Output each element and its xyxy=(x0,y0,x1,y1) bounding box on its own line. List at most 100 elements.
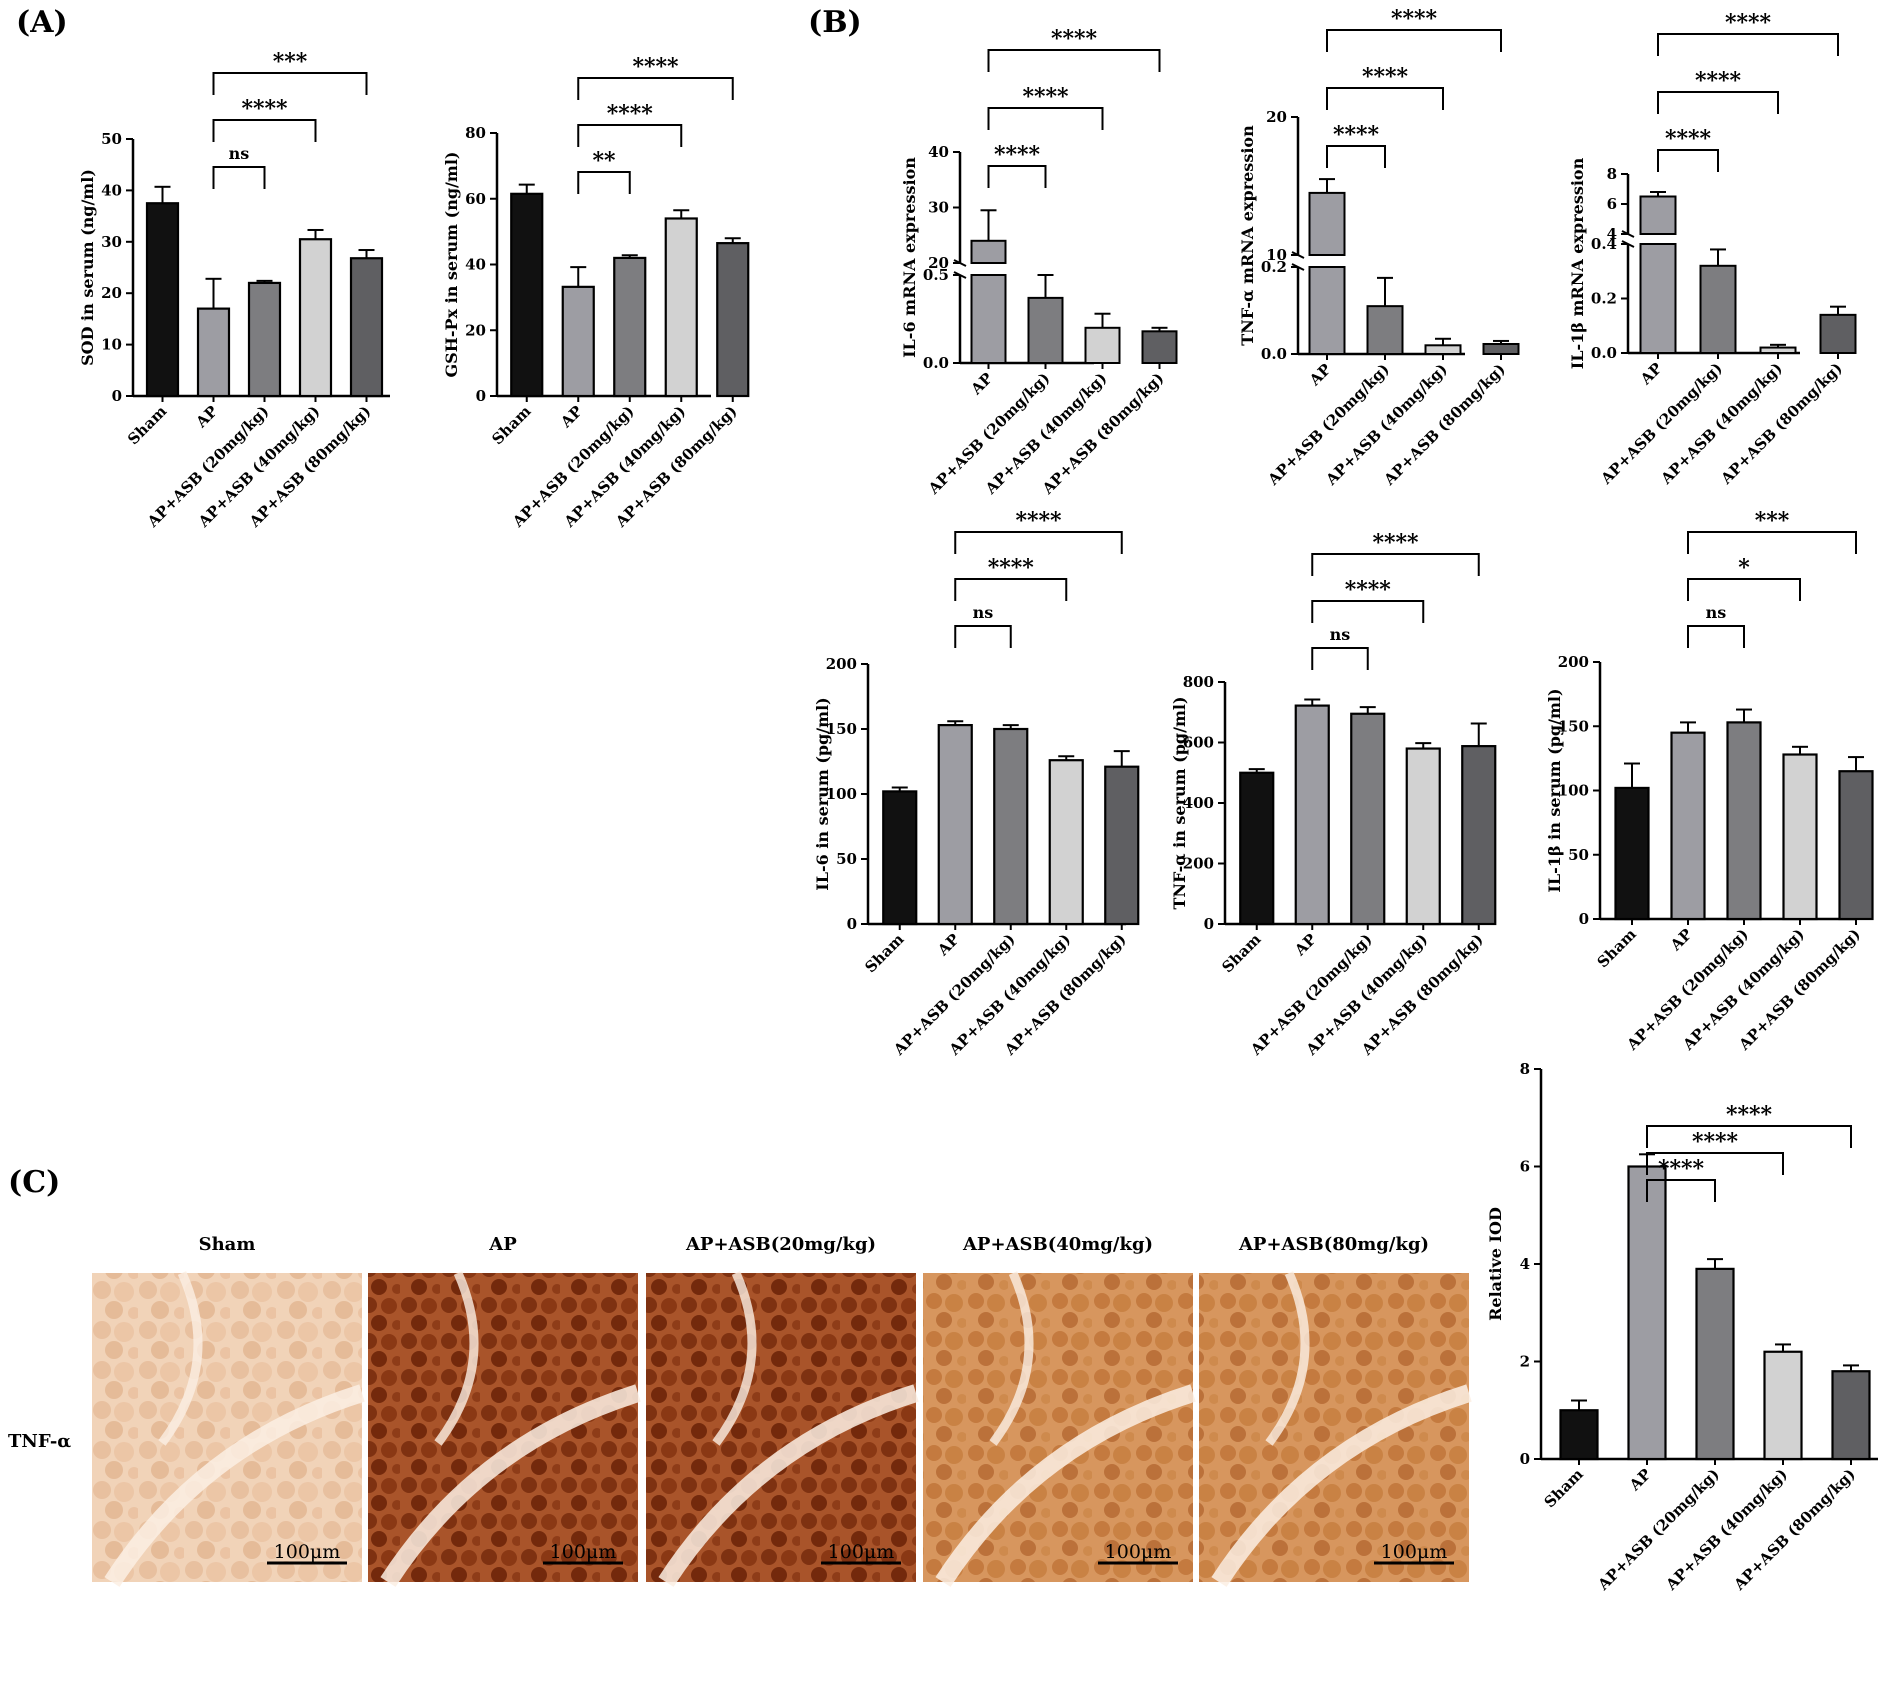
y-tick-label: 50 xyxy=(1568,846,1589,864)
significance-bracket xyxy=(577,171,631,194)
x-tick-label: Sham xyxy=(1218,930,1264,976)
bar xyxy=(1104,765,1140,926)
x-tick-label: AP+ASB (20mg/kg) xyxy=(1597,359,1726,488)
histology-image: 100μm xyxy=(923,1271,1196,1587)
connective-tissue xyxy=(434,1271,479,1446)
x-tick-label: AP+ASB (40mg/kg) xyxy=(1662,1465,1791,1594)
connective-tissue xyxy=(989,1271,1034,1446)
y-axis-label: IL-6 mRNA expression xyxy=(900,157,919,358)
connective-tissue xyxy=(935,1384,1196,1587)
x-tick-label: Sham xyxy=(861,930,907,976)
bar xyxy=(1350,712,1386,926)
bar xyxy=(298,238,333,398)
y-tick-label: 20 xyxy=(101,284,122,302)
significance-label: ns xyxy=(1330,625,1351,644)
bar xyxy=(1405,747,1441,926)
scale-bar-label: 100μm xyxy=(550,1541,617,1563)
significance-bracket xyxy=(1646,1125,1852,1148)
significance-bracket xyxy=(954,578,1068,601)
y-axis-label: SOD in serum (ng/ml) xyxy=(78,169,97,366)
x-tick-label: AP+ASB (80mg/kg) xyxy=(1730,1465,1859,1594)
tnf-mrna-chart: 0.0 0.210 20 TNF-α mRNA expression AP AP+ASB … xyxy=(1238,6,1520,489)
x-tick-label: AP xyxy=(1666,925,1696,955)
significance-label: *** xyxy=(273,49,308,75)
y-tick-label: 600 xyxy=(1183,734,1214,752)
tissue-texture xyxy=(923,1273,1193,1582)
bar xyxy=(1670,731,1706,921)
histology-image: 100μm xyxy=(646,1271,919,1587)
significance-bracket xyxy=(987,107,1104,130)
tissue-texture xyxy=(1199,1273,1469,1582)
significance-label: **** xyxy=(1695,68,1742,94)
significance-label: **** xyxy=(1391,6,1438,32)
bar xyxy=(1838,770,1874,921)
y-tick-label: 8 xyxy=(1607,165,1617,183)
x-tick-label: AP xyxy=(1625,1465,1655,1495)
y-axis-label: IL-1β mRNA expression xyxy=(1568,157,1587,369)
bar xyxy=(196,307,231,398)
y-tick-label: 2 xyxy=(1520,1353,1530,1371)
x-tick-label: Sham xyxy=(1541,1465,1587,1511)
x-tick-label: Sham xyxy=(124,402,170,448)
significance-label: **** xyxy=(1372,530,1419,556)
connective-tissue xyxy=(380,1384,641,1587)
scale-bar-label: 100μm xyxy=(274,1541,341,1563)
tissue-texture xyxy=(368,1273,638,1582)
bar xyxy=(1461,745,1497,926)
significance-bracket xyxy=(1687,578,1801,601)
bar xyxy=(1424,344,1462,355)
bar xyxy=(1726,721,1762,921)
connective-tissue xyxy=(104,1384,365,1587)
bar xyxy=(510,192,544,398)
significance-label: **** xyxy=(1726,1102,1773,1128)
bar xyxy=(247,281,282,398)
y-tick-label: 100 xyxy=(826,785,857,803)
y-tick-label: 10 xyxy=(1266,246,1287,264)
histology-title: AP+ASB(20mg/kg) xyxy=(685,1234,876,1255)
bar xyxy=(1294,704,1330,926)
significance-bracket xyxy=(1326,145,1386,168)
y-tick-label: 0 xyxy=(1579,910,1589,928)
significance-label: ** xyxy=(592,148,616,174)
significance-bracket xyxy=(577,77,734,100)
significance-bracket xyxy=(1326,87,1444,110)
significance-bracket xyxy=(1657,91,1779,114)
histology-title: AP xyxy=(488,1234,517,1255)
y-tick-label: 80 xyxy=(465,124,486,142)
significance-bracket xyxy=(212,119,317,142)
tissue-texture xyxy=(646,1273,916,1582)
y-tick-label: 0.5 xyxy=(923,266,949,284)
bar xyxy=(145,202,180,398)
x-tick-label: Sham xyxy=(488,402,534,448)
x-tick-label: AP+ASB (80mg/kg) xyxy=(1717,359,1846,488)
x-tick-label: AP xyxy=(1290,930,1320,960)
y-axis-label: IL-6 in serum (pg/ml) xyxy=(813,697,832,890)
bar xyxy=(1695,1267,1735,1461)
x-tick-label: AP+ASB (20mg/kg) xyxy=(1594,1465,1723,1594)
bar xyxy=(937,723,973,926)
y-tick-label: 4 xyxy=(1607,225,1617,243)
y-tick-label: 4 xyxy=(1520,1255,1530,1273)
bar xyxy=(1819,313,1857,355)
bar xyxy=(716,242,750,398)
bar xyxy=(1482,342,1520,355)
y-tick-label: 40 xyxy=(928,143,949,161)
significance-label: *** xyxy=(1755,508,1790,534)
significance-label: **** xyxy=(607,101,654,127)
significance-label: ns xyxy=(973,603,994,622)
y-tick-label: 100 xyxy=(1558,782,1589,800)
significance-label: **** xyxy=(994,142,1041,168)
bar-upper xyxy=(970,239,1007,265)
y-tick-label: 40 xyxy=(101,181,122,199)
y-tick-label: 0 xyxy=(847,915,857,933)
bar-lower xyxy=(970,274,1007,364)
histology-row-label: TNF-α xyxy=(8,1431,71,1452)
histology-image: 100μm xyxy=(368,1271,641,1587)
bar xyxy=(1759,346,1797,354)
significance-bracket xyxy=(1311,600,1425,623)
y-tick-label: 200 xyxy=(1558,653,1589,671)
significance-label: **** xyxy=(1022,84,1069,110)
